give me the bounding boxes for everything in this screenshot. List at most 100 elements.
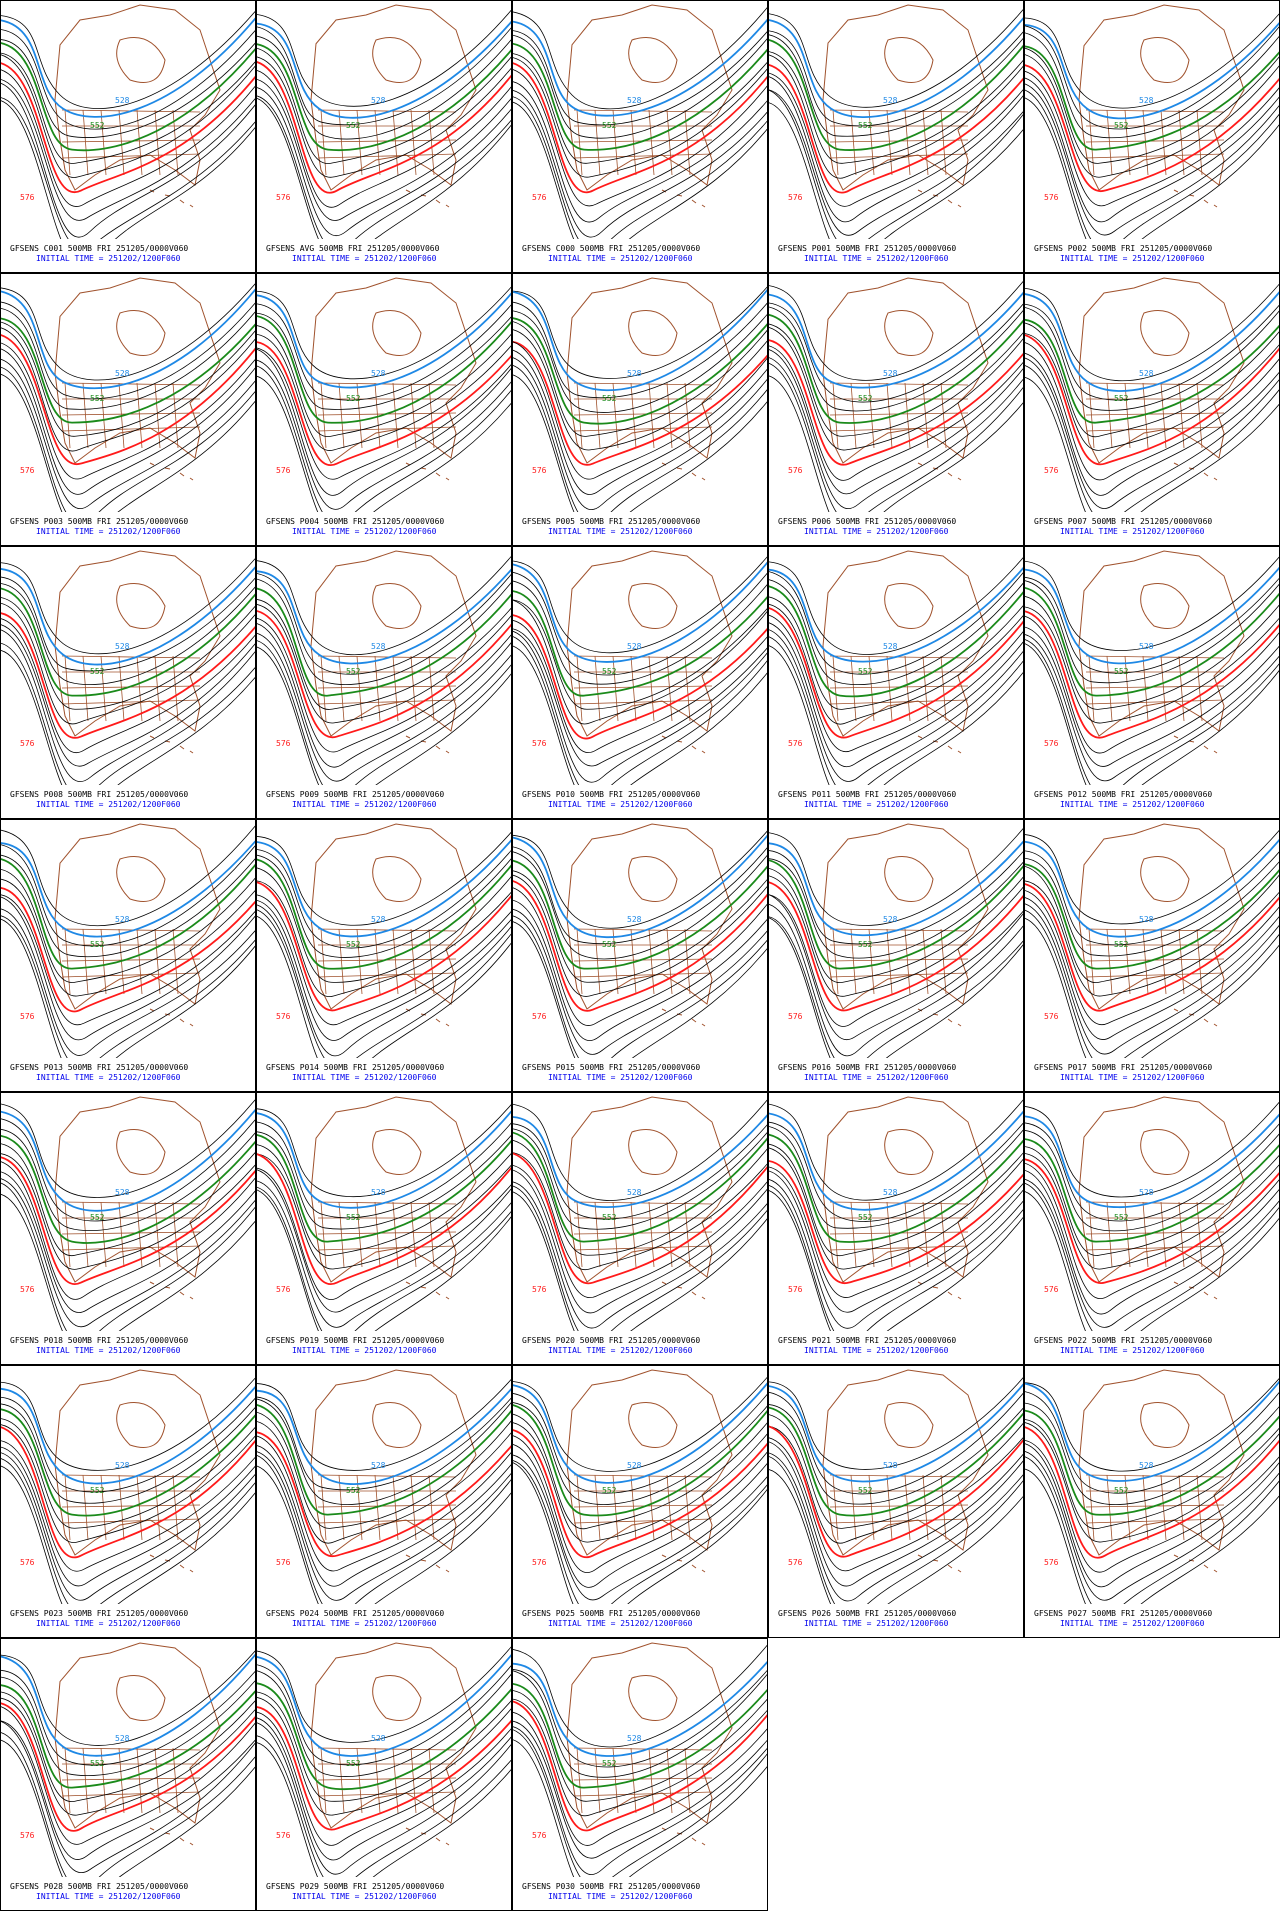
contour <box>513 1099 767 1201</box>
contour <box>1025 1380 1279 1482</box>
border-line <box>573 1777 713 1781</box>
contour-label: 528 <box>371 1188 386 1197</box>
contour <box>1025 587 1279 697</box>
border-line <box>61 699 201 705</box>
contour <box>513 1739 767 1877</box>
contour-label: 576 <box>532 1558 547 1567</box>
contour <box>513 859 767 970</box>
contour <box>1025 1378 1279 1472</box>
border-line <box>573 1201 713 1205</box>
border-line <box>428 655 435 722</box>
border-line <box>320 928 327 995</box>
contour-label: 528 <box>1139 915 1154 924</box>
border-line <box>612 382 619 449</box>
contour <box>1 1418 255 1529</box>
contour <box>513 7 767 110</box>
contour <box>513 374 767 512</box>
border-line <box>100 109 107 176</box>
contour <box>769 323 1023 437</box>
border-line <box>886 382 893 449</box>
contour <box>257 47 511 164</box>
contour <box>1025 596 1279 710</box>
panel-frame <box>0 819 256 1092</box>
contour <box>1025 1138 1279 1243</box>
contour <box>257 867 511 983</box>
contour <box>1025 1451 1279 1601</box>
contour-label: 576 <box>788 1285 803 1294</box>
contour <box>513 645 767 785</box>
contour <box>769 1426 1023 1544</box>
contour <box>513 288 767 392</box>
contour <box>513 1191 767 1331</box>
panel-subtitle: INITIAL TIME = 251202/1200F060 <box>1060 1619 1205 1628</box>
panel-subtitle: INITIAL TIME = 251202/1200F060 <box>292 800 437 809</box>
border-line <box>154 382 161 449</box>
border-line <box>61 1201 201 1205</box>
contour <box>1025 22 1279 120</box>
map-panel: 576 552 528 GFSENS P014 500MB FRI 251205/00… <box>256 819 512 1092</box>
contour <box>1025 890 1279 1026</box>
panel-title: GFSENS P002 500MB FRI 251205/0000V060 <box>1034 244 1212 253</box>
contour <box>257 1421 511 1544</box>
contour-label: 528 <box>1139 1188 1154 1197</box>
contour <box>257 1722 511 1875</box>
contour <box>513 96 767 239</box>
border-line <box>832 928 839 995</box>
contour <box>769 339 1023 466</box>
contour <box>257 573 511 675</box>
contour-label: 552 <box>858 1486 873 1495</box>
contour <box>257 1379 511 1471</box>
border-line <box>338 1201 345 1268</box>
contour <box>1 301 255 400</box>
border-line <box>64 1747 71 1814</box>
border-line <box>648 655 655 722</box>
contour <box>1025 1158 1279 1284</box>
contour <box>769 1143 1023 1256</box>
contour <box>1025 639 1279 785</box>
contour <box>1025 97 1279 239</box>
contour-label: 552 <box>602 1759 617 1768</box>
border-line <box>594 1201 601 1268</box>
contour-label: 528 <box>883 1188 898 1197</box>
contour <box>513 1726 767 1875</box>
border-line <box>82 655 89 722</box>
border-line <box>648 928 655 995</box>
contour <box>1025 1113 1279 1209</box>
map-panel: 576 552 528 GFSENS P006 500MB FRI 251205/00… <box>768 273 1024 546</box>
contour-label: 528 <box>883 96 898 105</box>
contour-label: 528 <box>371 96 386 105</box>
contour <box>513 357 767 510</box>
contour <box>513 1462 767 1604</box>
contour <box>257 894 511 1026</box>
border-line <box>136 382 143 449</box>
contour <box>769 302 1023 403</box>
border-line <box>573 685 713 689</box>
contour-label: 552 <box>1114 1213 1129 1222</box>
map-area: 576 552 528 <box>257 4 511 239</box>
border-line <box>1160 655 1167 722</box>
contour <box>769 64 1023 194</box>
border-line <box>612 1747 619 1814</box>
contour <box>769 1383 1023 1483</box>
map-area: 576 552 528 <box>1 1642 255 1877</box>
contour <box>513 1444 767 1588</box>
contour <box>257 87 511 236</box>
contour-label: 576 <box>532 466 547 475</box>
border-line <box>64 109 71 176</box>
border-line <box>829 972 969 978</box>
border-line <box>1178 109 1185 176</box>
border-line <box>832 382 839 449</box>
panel-title: GFSENS P022 500MB FRI 251205/0000V060 <box>1034 1336 1212 1345</box>
contour <box>257 70 511 208</box>
border-line <box>1106 1474 1113 1541</box>
contour <box>1 1452 255 1601</box>
map-area: 576 552 528 <box>1025 823 1279 1058</box>
contour <box>513 1460 767 1604</box>
contour <box>1025 319 1279 424</box>
panel-frame <box>1024 1092 1280 1365</box>
contour <box>1025 1146 1279 1256</box>
map-panel: 576 552 528 GFSENS P026 500MB FRI 251205/00… <box>768 1365 1024 1638</box>
panel-title: GFSENS C001 500MB FRI 251205/0000V060 <box>10 244 188 253</box>
panel-title: GFSENS P020 500MB FRI 251205/0000V060 <box>522 1336 700 1345</box>
border-line <box>1088 1474 1095 1541</box>
